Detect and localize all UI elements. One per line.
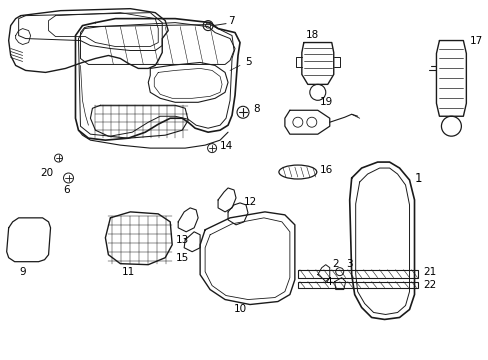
Text: 4: 4 [325, 276, 331, 287]
Text: 6: 6 [63, 185, 70, 195]
Text: 20: 20 [41, 168, 54, 178]
Text: 14: 14 [220, 141, 233, 151]
Text: 18: 18 [305, 30, 319, 40]
Text: 1: 1 [414, 171, 421, 185]
Bar [297, 270, 417, 278]
Text: 7: 7 [227, 15, 234, 26]
Text: 12: 12 [244, 197, 257, 207]
Bar [297, 282, 417, 288]
Text: 22: 22 [423, 280, 436, 289]
Text: 16: 16 [319, 165, 332, 175]
Text: 17: 17 [468, 36, 482, 46]
Text: 2: 2 [331, 259, 338, 269]
Text: 11: 11 [122, 267, 135, 276]
Text: 3: 3 [345, 259, 352, 269]
Text: 13: 13 [175, 235, 188, 245]
Text: 9: 9 [20, 267, 26, 276]
Text: 5: 5 [244, 58, 251, 67]
Text: 8: 8 [252, 104, 259, 114]
Text: 15: 15 [175, 253, 188, 263]
Text: 21: 21 [423, 267, 436, 276]
Text: 10: 10 [233, 305, 246, 315]
Text: 19: 19 [319, 97, 332, 107]
